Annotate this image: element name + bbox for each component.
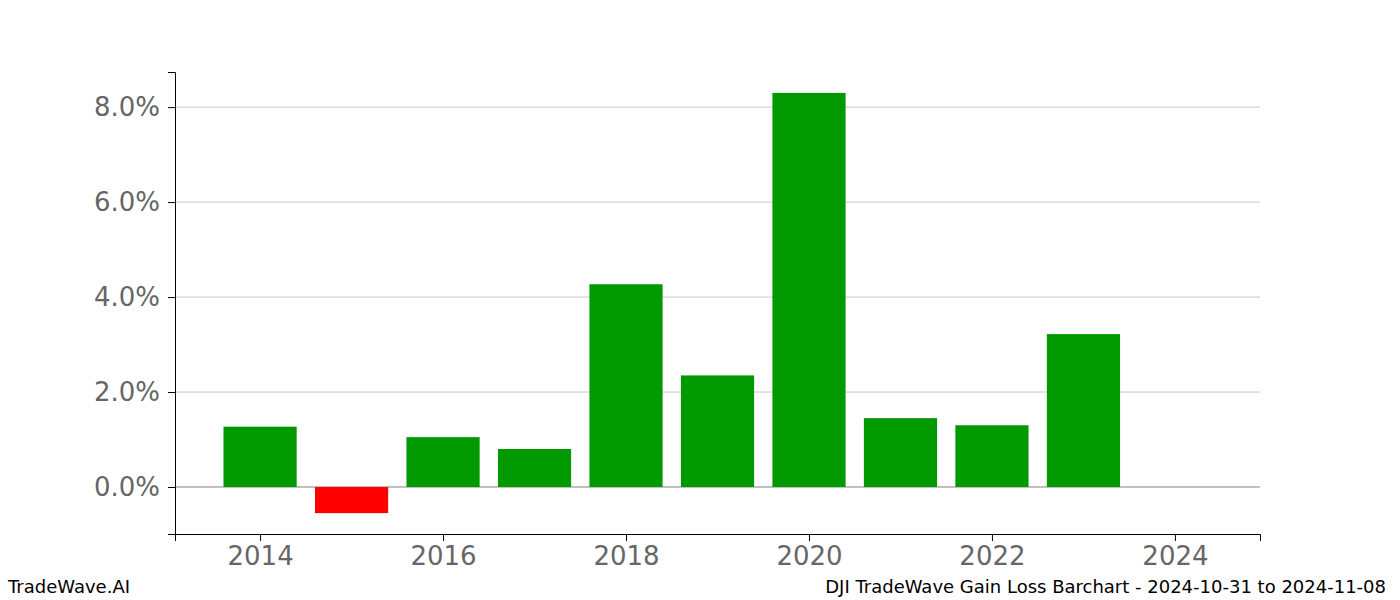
x-tick-mark <box>1175 534 1176 541</box>
x-tick-mark <box>809 534 810 541</box>
chart: 2014 2016 2018 2020 2022 2024 0.0% 2.0% 4.0% 6.0%… <box>0 0 1400 600</box>
y-axis: 0.0% 2.0% 4.0% 6.0% 8.0% <box>94 73 176 535</box>
y-tick-mark <box>168 392 175 393</box>
y-tick-label: 2.0% <box>94 377 160 407</box>
y-tick-label: 6.0% <box>94 187 160 217</box>
x-tick: 2014 <box>227 534 293 571</box>
x-axis: 2014 2016 2018 2020 2022 2024 <box>176 534 1261 571</box>
x-tick-mark <box>260 534 261 541</box>
bar <box>864 418 937 487</box>
y-tick-label: 0.0% <box>94 472 160 502</box>
x-tick-label: 2018 <box>593 541 659 571</box>
x-tick-mark <box>992 534 993 541</box>
y-tick-label: 4.0% <box>94 282 160 312</box>
x-tick-mark <box>626 534 627 541</box>
y-tick: 4.0% <box>94 282 175 312</box>
footer-left: TradeWave.AI <box>7 576 130 597</box>
y-tick-mark <box>168 487 175 488</box>
bar <box>1047 334 1120 487</box>
x-tick-label: 2024 <box>1142 541 1208 571</box>
x-tick-label: 2022 <box>959 541 1025 571</box>
x-tick: 2022 <box>959 534 1025 571</box>
y-tick-label: 8.0% <box>94 92 160 122</box>
x-tick: 2024 <box>1142 534 1208 571</box>
bar <box>498 449 571 487</box>
bar <box>406 437 479 487</box>
bar <box>681 375 754 487</box>
bars <box>223 93 1120 513</box>
grid-line <box>175 297 1260 298</box>
bar <box>955 425 1028 487</box>
x-axis-line <box>176 535 1261 542</box>
grid-line <box>175 107 1260 108</box>
x-tick: 2016 <box>410 534 476 571</box>
x-tick-label: 2014 <box>227 541 293 571</box>
bar <box>315 487 388 513</box>
y-tick: 0.0% <box>94 472 175 502</box>
y-tick: 6.0% <box>94 187 175 217</box>
y-axis-line <box>168 73 176 535</box>
x-tick-mark <box>443 534 444 541</box>
bar <box>589 284 662 487</box>
y-tick-mark <box>168 297 175 298</box>
x-tick-label: 2020 <box>776 541 842 571</box>
title: DJI TradeWave Gain Loss Barchart - 2024-… <box>825 576 1386 597</box>
y-tick: 8.0% <box>94 92 175 122</box>
grid <box>175 107 1260 487</box>
bar <box>772 93 845 487</box>
y-tick-mark <box>168 202 175 203</box>
x-tick: 2020 <box>776 534 842 571</box>
x-tick: 2018 <box>593 534 659 571</box>
y-tick: 2.0% <box>94 377 175 407</box>
grid-line <box>175 202 1260 203</box>
bar <box>223 427 296 487</box>
x-tick-label: 2016 <box>410 541 476 571</box>
y-tick-mark <box>168 107 175 108</box>
